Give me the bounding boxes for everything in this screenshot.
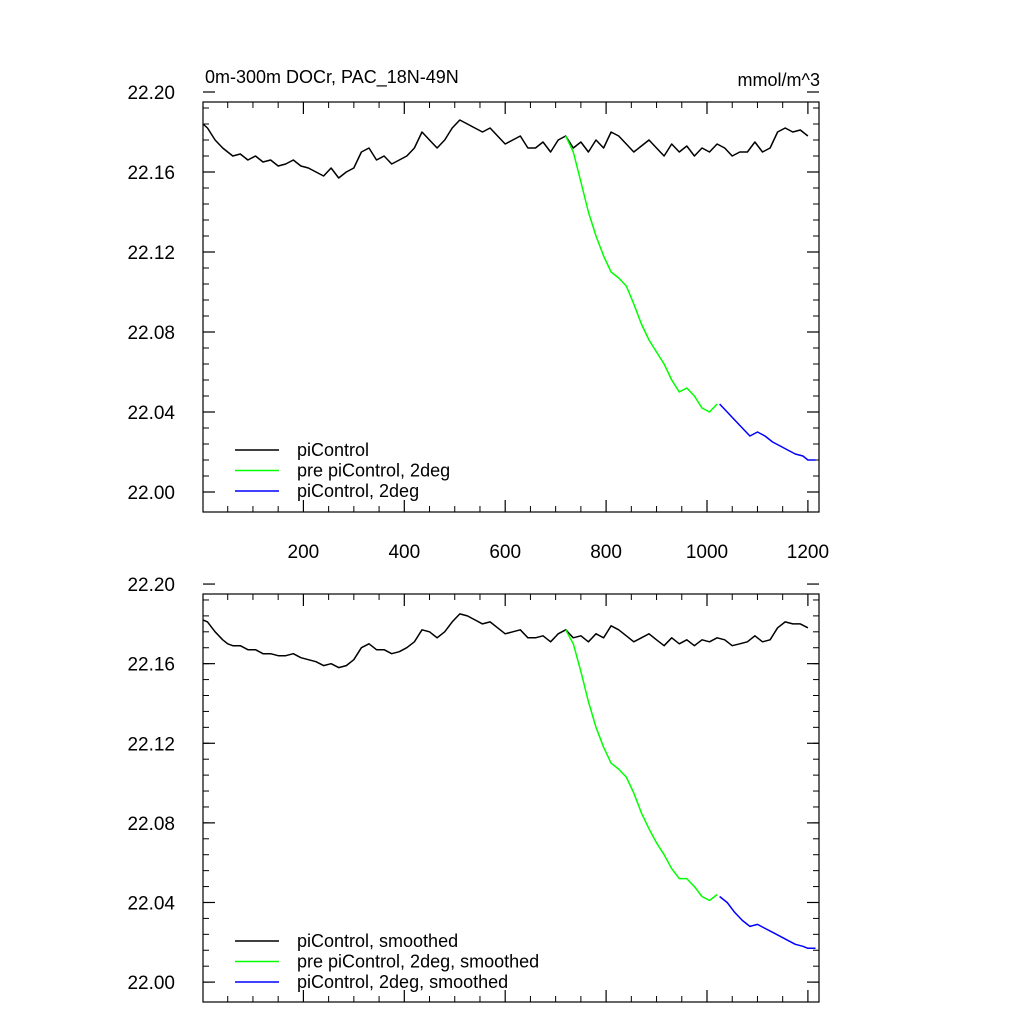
series-line-2 — [719, 895, 816, 950]
series-layer-bottom — [202, 613, 816, 950]
plot-frame-top — [202, 101, 820, 513]
units-label: mmol/m^3 — [738, 70, 820, 90]
y-tick-label: 22.12 — [127, 243, 175, 264]
x-tick-label: 800 — [590, 542, 622, 563]
panel-top: 0m-300m DOCr, PAC_18N-49N mmol/m^3 22.00… — [127, 67, 829, 563]
chart-title: 0m-300m DOCr, PAC_18N-49N — [205, 67, 459, 88]
legend-label: pre piControl, 2deg, smoothed — [297, 952, 539, 972]
legend-label: piControl, 2deg — [297, 481, 419, 501]
series-line-0 — [202, 119, 809, 179]
y-tick-label: 22.08 — [127, 323, 175, 344]
panel-bottom: 22.00 22.04 22.08 22.12 22.16 22.20 piControl… — [127, 575, 820, 1003]
y-tick-label: 22.04 — [127, 893, 175, 914]
series-layer-top — [202, 119, 816, 461]
ticks-bottom: 22.00 22.04 22.08 22.12 22.16 22.20 — [127, 575, 819, 1002]
legend-label: piControl, 2deg, smoothed — [297, 972, 508, 992]
y-tick-label: 22.08 — [127, 814, 175, 835]
y-tick-label: 22.00 — [127, 973, 175, 994]
y-tick-label: 22.20 — [127, 575, 175, 596]
x-tick-label: 600 — [489, 542, 521, 563]
x-tick-label: 200 — [288, 542, 320, 563]
y-tick-label: 22.04 — [127, 403, 175, 424]
x-tick-label: 1000 — [686, 542, 728, 563]
x-tick-label: 400 — [388, 542, 420, 563]
y-tick-label: 22.16 — [127, 163, 175, 184]
x-tick-label: 1200 — [787, 542, 829, 563]
y-tick-label: 22.00 — [127, 483, 175, 504]
ticks-top: 22.00 22.04 22.08 22.12 22.16 22.20 200 400 600 8… — [127, 83, 829, 563]
legend-label: piControl, smoothed — [297, 931, 458, 951]
series-line-0 — [202, 613, 809, 669]
series-line-1 — [565, 629, 718, 902]
plot-frame-bottom — [202, 593, 820, 1003]
legend-label: pre piControl, 2deg — [297, 461, 450, 481]
series-line-1 — [565, 135, 718, 413]
legend-label: piControl — [297, 440, 369, 460]
y-tick-label: 22.20 — [127, 83, 175, 104]
series-line-2 — [719, 403, 816, 461]
y-tick-label: 22.12 — [127, 734, 175, 755]
y-tick-label: 22.16 — [127, 655, 175, 676]
